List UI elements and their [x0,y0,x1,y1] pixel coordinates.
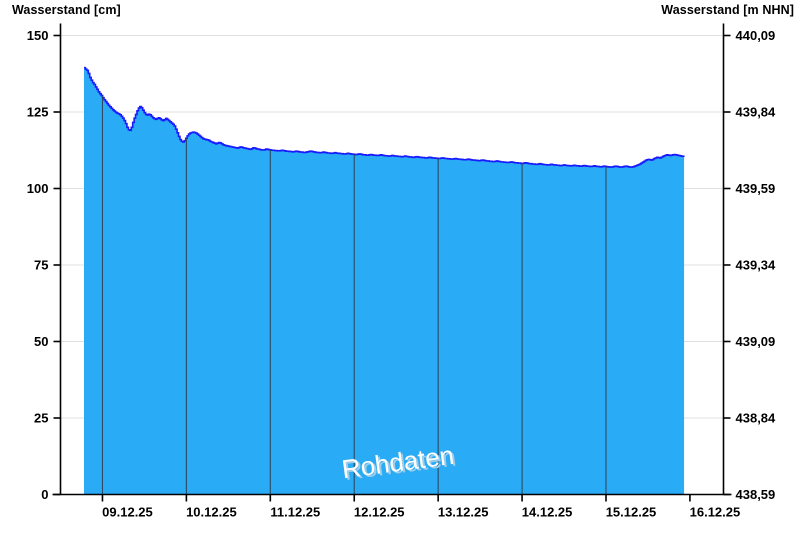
x-tick-label: 11.12.25 [270,505,320,520]
axis-lines [52,23,732,496]
data-area-series [84,66,685,495]
right-axis-ticks: 438,59 438,84 439,09 439,34 439,59 439,84 440,… [723,28,777,502]
left-tick-label: 150 [27,28,49,43]
x-tick-label: 09.12.25 [102,505,153,520]
left-tick-label: 50 [34,334,48,349]
left-tick-label: 25 [34,411,48,426]
left-tick-label: 100 [27,181,49,196]
left-axis-ticks: 0 25 50 75 100 125 150 [27,28,61,502]
x-tick-label: 13.12.25 [438,505,489,520]
x-tick-label: 16.12.25 [690,505,741,520]
right-axis-title: Wasserstand [m NHN] [661,3,794,17]
left-tick-label: 125 [27,105,49,120]
right-tick-label: 439,34 [736,258,777,273]
left-axis-title: Wasserstand [cm] [12,3,121,17]
x-tick-label: 14.12.25 [522,505,573,520]
area-outline [84,66,685,168]
x-tick-label: 10.12.25 [186,505,237,520]
right-tick-label: 438,84 [736,411,777,426]
right-tick-label: 440,09 [736,28,776,43]
x-tick-label: 12.12.25 [354,505,405,520]
area-fill [84,67,685,495]
right-tick-label: 439,09 [736,334,776,349]
right-tick-label: 439,84 [736,105,777,120]
x-tick-label: 15.12.25 [606,505,657,520]
right-tick-label: 439,59 [736,181,776,196]
left-tick-label: 75 [34,258,48,273]
left-tick-label: 0 [41,487,48,502]
x-axis-ticks: 09.12.25 10.12.25 11.12.25 12.12.25 13.12.25… [101,494,741,520]
right-tick-label: 438,59 [736,487,776,502]
